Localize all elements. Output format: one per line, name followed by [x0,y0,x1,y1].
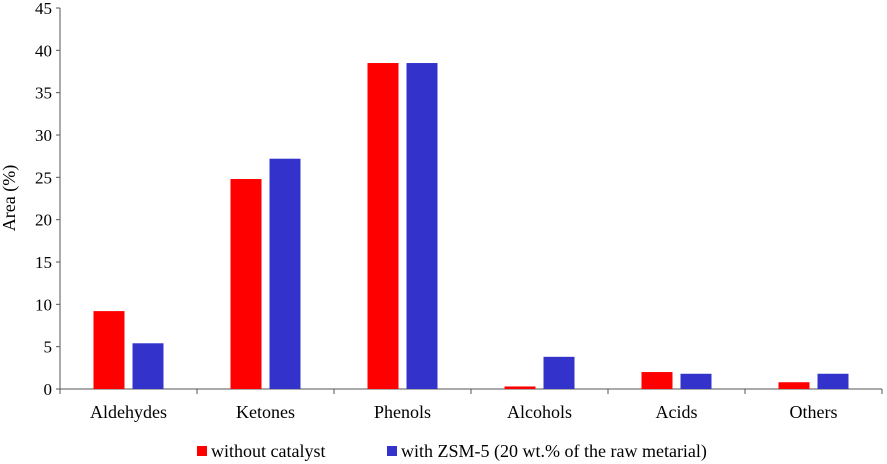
y-tick-label: 30 [35,126,52,145]
bar-with-zsm5 [269,158,301,389]
bar-without-catalyst [778,382,810,389]
y-tick-label: 20 [35,211,52,230]
category-label: Ketones [236,402,295,422]
category-labels: Aldehydes Ketones Phenols Alcohols Acids Othe… [90,402,837,422]
bar-with-zsm5 [406,63,438,390]
bar-without-catalyst [93,311,125,389]
bar-with-zsm5 [817,373,849,389]
y-tick-label: 0 [44,380,53,399]
legend-label: with ZSM-5 (20 wt.% of the raw metarial) [401,441,707,462]
y-tick-label: 45 [35,0,52,18]
y-tick-label: 40 [35,41,52,60]
bar-without-catalyst [367,63,399,390]
legend-swatch [387,446,397,456]
category-label: Others [790,402,838,422]
y-ticks: 0 5 10 15 20 25 30 35 40 45 [35,0,60,399]
bar-without-catalyst [230,179,262,389]
legend-swatch [197,446,207,456]
legend-label: without catalyst [211,441,325,461]
bar-with-zsm5 [680,373,712,389]
y-tick-label: 35 [35,84,52,103]
bar-with-zsm5 [543,356,575,389]
y-tick-label: 15 [35,253,52,272]
category-label: Acids [656,402,698,422]
bars [93,63,849,390]
bar-with-zsm5 [132,343,164,389]
category-label: Aldehydes [90,402,167,422]
bar-without-catalyst [641,372,673,389]
x-ticks [59,389,883,394]
category-label: Alcohols [507,402,572,422]
legend: without catalyst with ZSM-5 (20 wt.% of t… [197,441,707,462]
category-label: Phenols [374,402,431,422]
y-tick-label: 25 [35,168,52,187]
y-tick-label: 5 [44,338,53,357]
y-axis-title: Area (%) [0,165,20,231]
bar-without-catalyst [504,386,536,389]
y-tick-label: 10 [35,295,52,314]
